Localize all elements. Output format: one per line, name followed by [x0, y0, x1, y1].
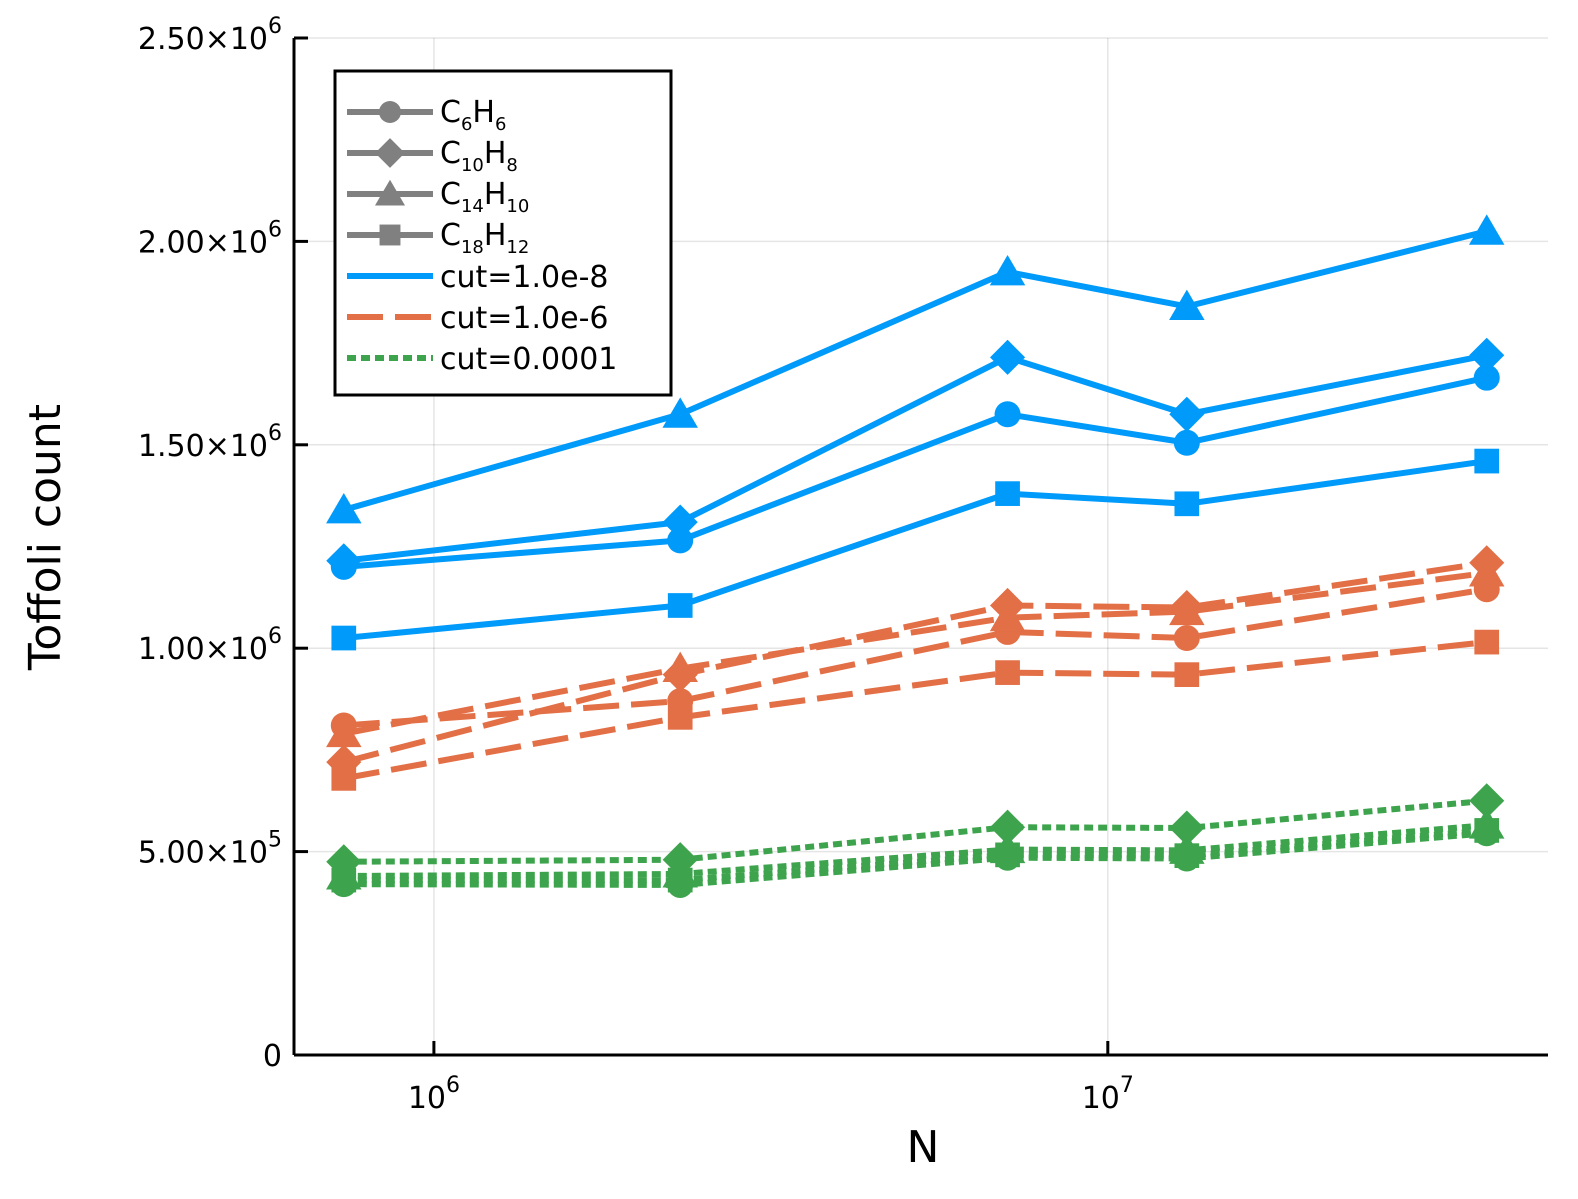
- legend-item-cut-1: cut=1.0e-6: [347, 301, 609, 336]
- legend-item-c10h8: C10H8: [347, 136, 518, 176]
- data-point-triangle: [326, 716, 362, 748]
- y-tick-label: 0: [263, 1039, 282, 1074]
- series-c14h10-cut1: [326, 556, 1505, 748]
- data-point-diamond: [662, 504, 698, 540]
- legend-item-cut-2: cut=0.0001: [347, 342, 617, 377]
- data-point-square: [995, 842, 1020, 868]
- data-point-square: [331, 766, 357, 791]
- legend-marker-square: [379, 224, 401, 246]
- series-c10h8-cut0: [326, 337, 1505, 579]
- data-point-triangle: [1468, 556, 1505, 587]
- data-point-square: [331, 625, 357, 651]
- data-point-triangle: [662, 397, 698, 428]
- data-point-circle: [667, 527, 694, 554]
- data-point-circle: [994, 401, 1021, 428]
- data-point-diamond: [990, 809, 1026, 845]
- series-c14h10-cut0: [326, 214, 1505, 524]
- legend-label: C10H8: [440, 136, 518, 176]
- x-axis-title: N: [907, 1122, 940, 1173]
- data-point-circle: [1473, 364, 1500, 391]
- axes: 0 5.00×105 1.00×106 1.50×106 2.00×106 2.50×10…: [138, 14, 1548, 1116]
- legend-label: C18H12: [440, 218, 529, 258]
- legend-label: C14H10: [440, 177, 529, 217]
- series-c6h6-cut0: [330, 364, 1500, 580]
- series-line: [343, 586, 1488, 729]
- legend-label: C6H6: [440, 95, 506, 135]
- data-point-square: [667, 867, 693, 893]
- legend-item-cut-0: cut=1.0e-8: [347, 260, 609, 295]
- y-tick-label: 1.50×106: [138, 421, 282, 464]
- legend-item-c14h10: C14H10: [347, 177, 529, 217]
- data-point-diamond: [1469, 337, 1505, 373]
- x-tick-label: 106: [408, 1073, 460, 1116]
- data-point-square: [331, 867, 357, 893]
- data-point-square: [995, 481, 1020, 506]
- data-point-diamond: [326, 543, 362, 579]
- legend-marker-diamond: [375, 138, 405, 168]
- data-point-triangle: [326, 492, 362, 524]
- data-point-diamond: [1169, 810, 1205, 846]
- data-point-square: [1474, 818, 1500, 843]
- data-point-triangle: [1169, 289, 1205, 321]
- y-tick-label: 2.50×106: [138, 14, 282, 57]
- data-point-square: [667, 593, 693, 618]
- series-c18h12-cut0: [331, 448, 1500, 651]
- data-point-diamond: [1169, 396, 1205, 432]
- data-point-triangle: [989, 600, 1026, 632]
- legend-item-c6h6: C6H6: [347, 95, 506, 135]
- data-point-triangle: [1468, 214, 1505, 245]
- series-c18h12-cut2: [331, 818, 1500, 893]
- legend-marker-circle: [379, 101, 401, 123]
- data-point-diamond: [1469, 783, 1505, 819]
- data-point-square: [1174, 491, 1200, 517]
- data-point-triangle: [989, 255, 1026, 286]
- y-tick-label: 1.00×106: [138, 624, 282, 667]
- data-point-square: [1474, 448, 1500, 474]
- y-tick-label: 5.00×105: [138, 828, 282, 871]
- data-point-square: [1174, 662, 1200, 687]
- data-point-square: [667, 705, 693, 730]
- data-point-diamond: [990, 339, 1026, 375]
- legend-item-c18h12: C18H12: [347, 218, 529, 258]
- legend-label: cut=1.0e-6: [440, 301, 609, 336]
- x-tick-label: 107: [1082, 1073, 1134, 1116]
- legend-marker-triangle: [374, 179, 406, 206]
- data-point-triangle: [1169, 594, 1205, 626]
- data-point-diamond: [326, 744, 362, 780]
- y-tick-label: 2.00×106: [138, 217, 282, 260]
- legend-label: cut=1.0e-8: [440, 260, 609, 295]
- data-point-square: [1474, 629, 1500, 655]
- y-axis-title: Toffoli count: [20, 404, 71, 671]
- legend-label: cut=0.0001: [440, 342, 617, 377]
- data-point-square: [1174, 843, 1200, 869]
- data-point-circle: [1173, 429, 1200, 456]
- data-point-circle: [1173, 625, 1200, 652]
- data-point-square: [995, 660, 1020, 685]
- plot-series: [326, 214, 1505, 898]
- series-c18h12-cut1: [331, 629, 1500, 791]
- data-point-triangle: [662, 651, 698, 683]
